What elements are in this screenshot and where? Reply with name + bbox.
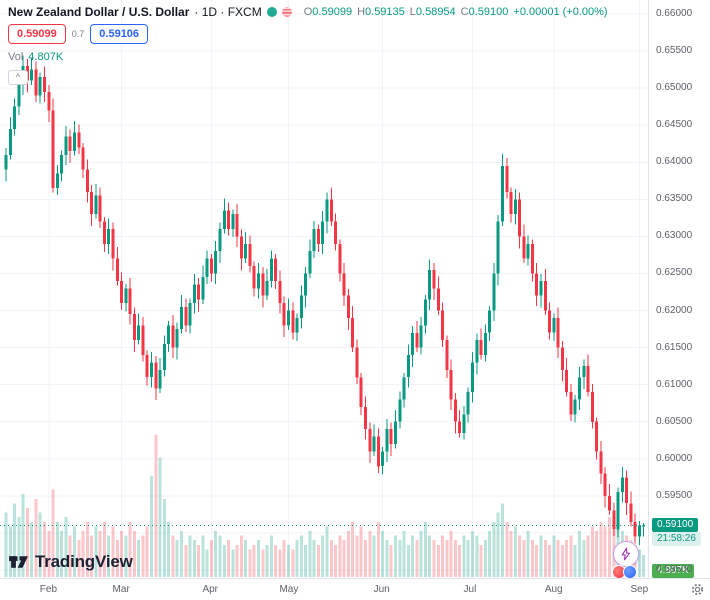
volume-axis-badge: 4.807K — [652, 564, 694, 578]
month-label: May — [279, 584, 299, 595]
close-label: C — [460, 6, 469, 18]
ohlc-readout: O0.59099 H0.59135 L0.58954 C0.59100 +0.00001… — [299, 6, 608, 18]
change-value: +0.00001 (+0.00%) — [513, 6, 608, 18]
month-label: Mar — [112, 584, 130, 595]
high-label: H — [357, 6, 366, 18]
price-tick-label: 0.58500 — [656, 564, 693, 575]
quick-actions-button[interactable] — [613, 541, 639, 567]
price-axis[interactable]: 0.59100 21:58:26 4.807K 0.66000 0.65500 0.… — [648, 0, 710, 578]
open-label: O — [303, 6, 313, 18]
tradingview-brand-text: TradingView — [35, 551, 133, 571]
settings-gear-icon[interactable] — [690, 582, 705, 597]
month-label: Jul — [463, 584, 477, 595]
low-label: L — [409, 6, 416, 18]
symbol-meta[interactable]: · 1D · FXCM — [194, 5, 262, 19]
month-label: Jun — [373, 584, 390, 595]
blue-reaction-icon — [623, 565, 637, 578]
price-tick-label: 0.64000 — [656, 156, 693, 168]
spread-value: 0.7 — [71, 29, 85, 39]
volume-legend-label: Vol — [8, 51, 24, 63]
month-label: Feb — [39, 584, 58, 595]
market-status-icon[interactable] — [266, 7, 277, 17]
price-tick-label: 0.66000 — [656, 8, 693, 19]
lightning-icon — [621, 547, 631, 561]
sell-button[interactable]: 0.59099 — [8, 24, 66, 44]
tradingview-attribution[interactable]: TradingView — [8, 551, 133, 572]
price-tick-label: 0.60000 — [656, 452, 693, 464]
flag-icon[interactable] — [281, 7, 292, 17]
price-tick-label: 0.59500 — [656, 489, 693, 501]
price-tick-label: 0.60500 — [656, 415, 693, 427]
tradingview-logo-icon — [9, 556, 28, 568]
price-tick-label: 0.65500 — [656, 45, 693, 57]
last-price-badge: 0.59100 — [652, 517, 699, 532]
open-value: 0.59099 — [312, 6, 353, 18]
symbol-legend: New Zealand Dollar / U.S. Dollar · 1D · … — [8, 5, 608, 85]
price-tick-label: 0.65000 — [656, 82, 693, 94]
price-tick-label: 0.63500 — [656, 193, 693, 205]
price-tick-label: 0.62000 — [656, 304, 693, 316]
month-label: Aug — [544, 584, 563, 595]
month-label: Apr — [202, 584, 218, 595]
price-tick-label: 0.63000 — [656, 230, 693, 242]
chart-plot-area[interactable]: New Zealand Dollar / U.S. Dollar · 1D · … — [0, 0, 648, 578]
price-tick-label: 0.61000 — [656, 378, 693, 390]
low-value: 0.58954 — [415, 6, 456, 18]
volume-legend-value: 4.807K — [28, 51, 64, 63]
time-axis[interactable]: Feb Mar Apr May Jun Jul Aug Sep — [0, 578, 710, 600]
legend-collapse-button[interactable]: ^ — [8, 70, 28, 85]
price-tick-label: 0.64500 — [656, 119, 693, 131]
price-tick-label: 0.62500 — [656, 267, 693, 279]
buy-button[interactable]: 0.59106 — [90, 24, 149, 44]
candlestick-chart[interactable] — [0, 0, 648, 578]
close-value: 0.59100 — [468, 6, 509, 18]
month-label: Sep — [630, 584, 649, 595]
symbol-title[interactable]: New Zealand Dollar / U.S. Dollar — [8, 5, 190, 19]
high-value: 0.59135 — [365, 6, 405, 18]
countdown-label: 21:58:26 — [652, 531, 701, 546]
emoji-reactions[interactable] — [612, 565, 637, 578]
price-tick-label: 0.61500 — [656, 341, 693, 353]
